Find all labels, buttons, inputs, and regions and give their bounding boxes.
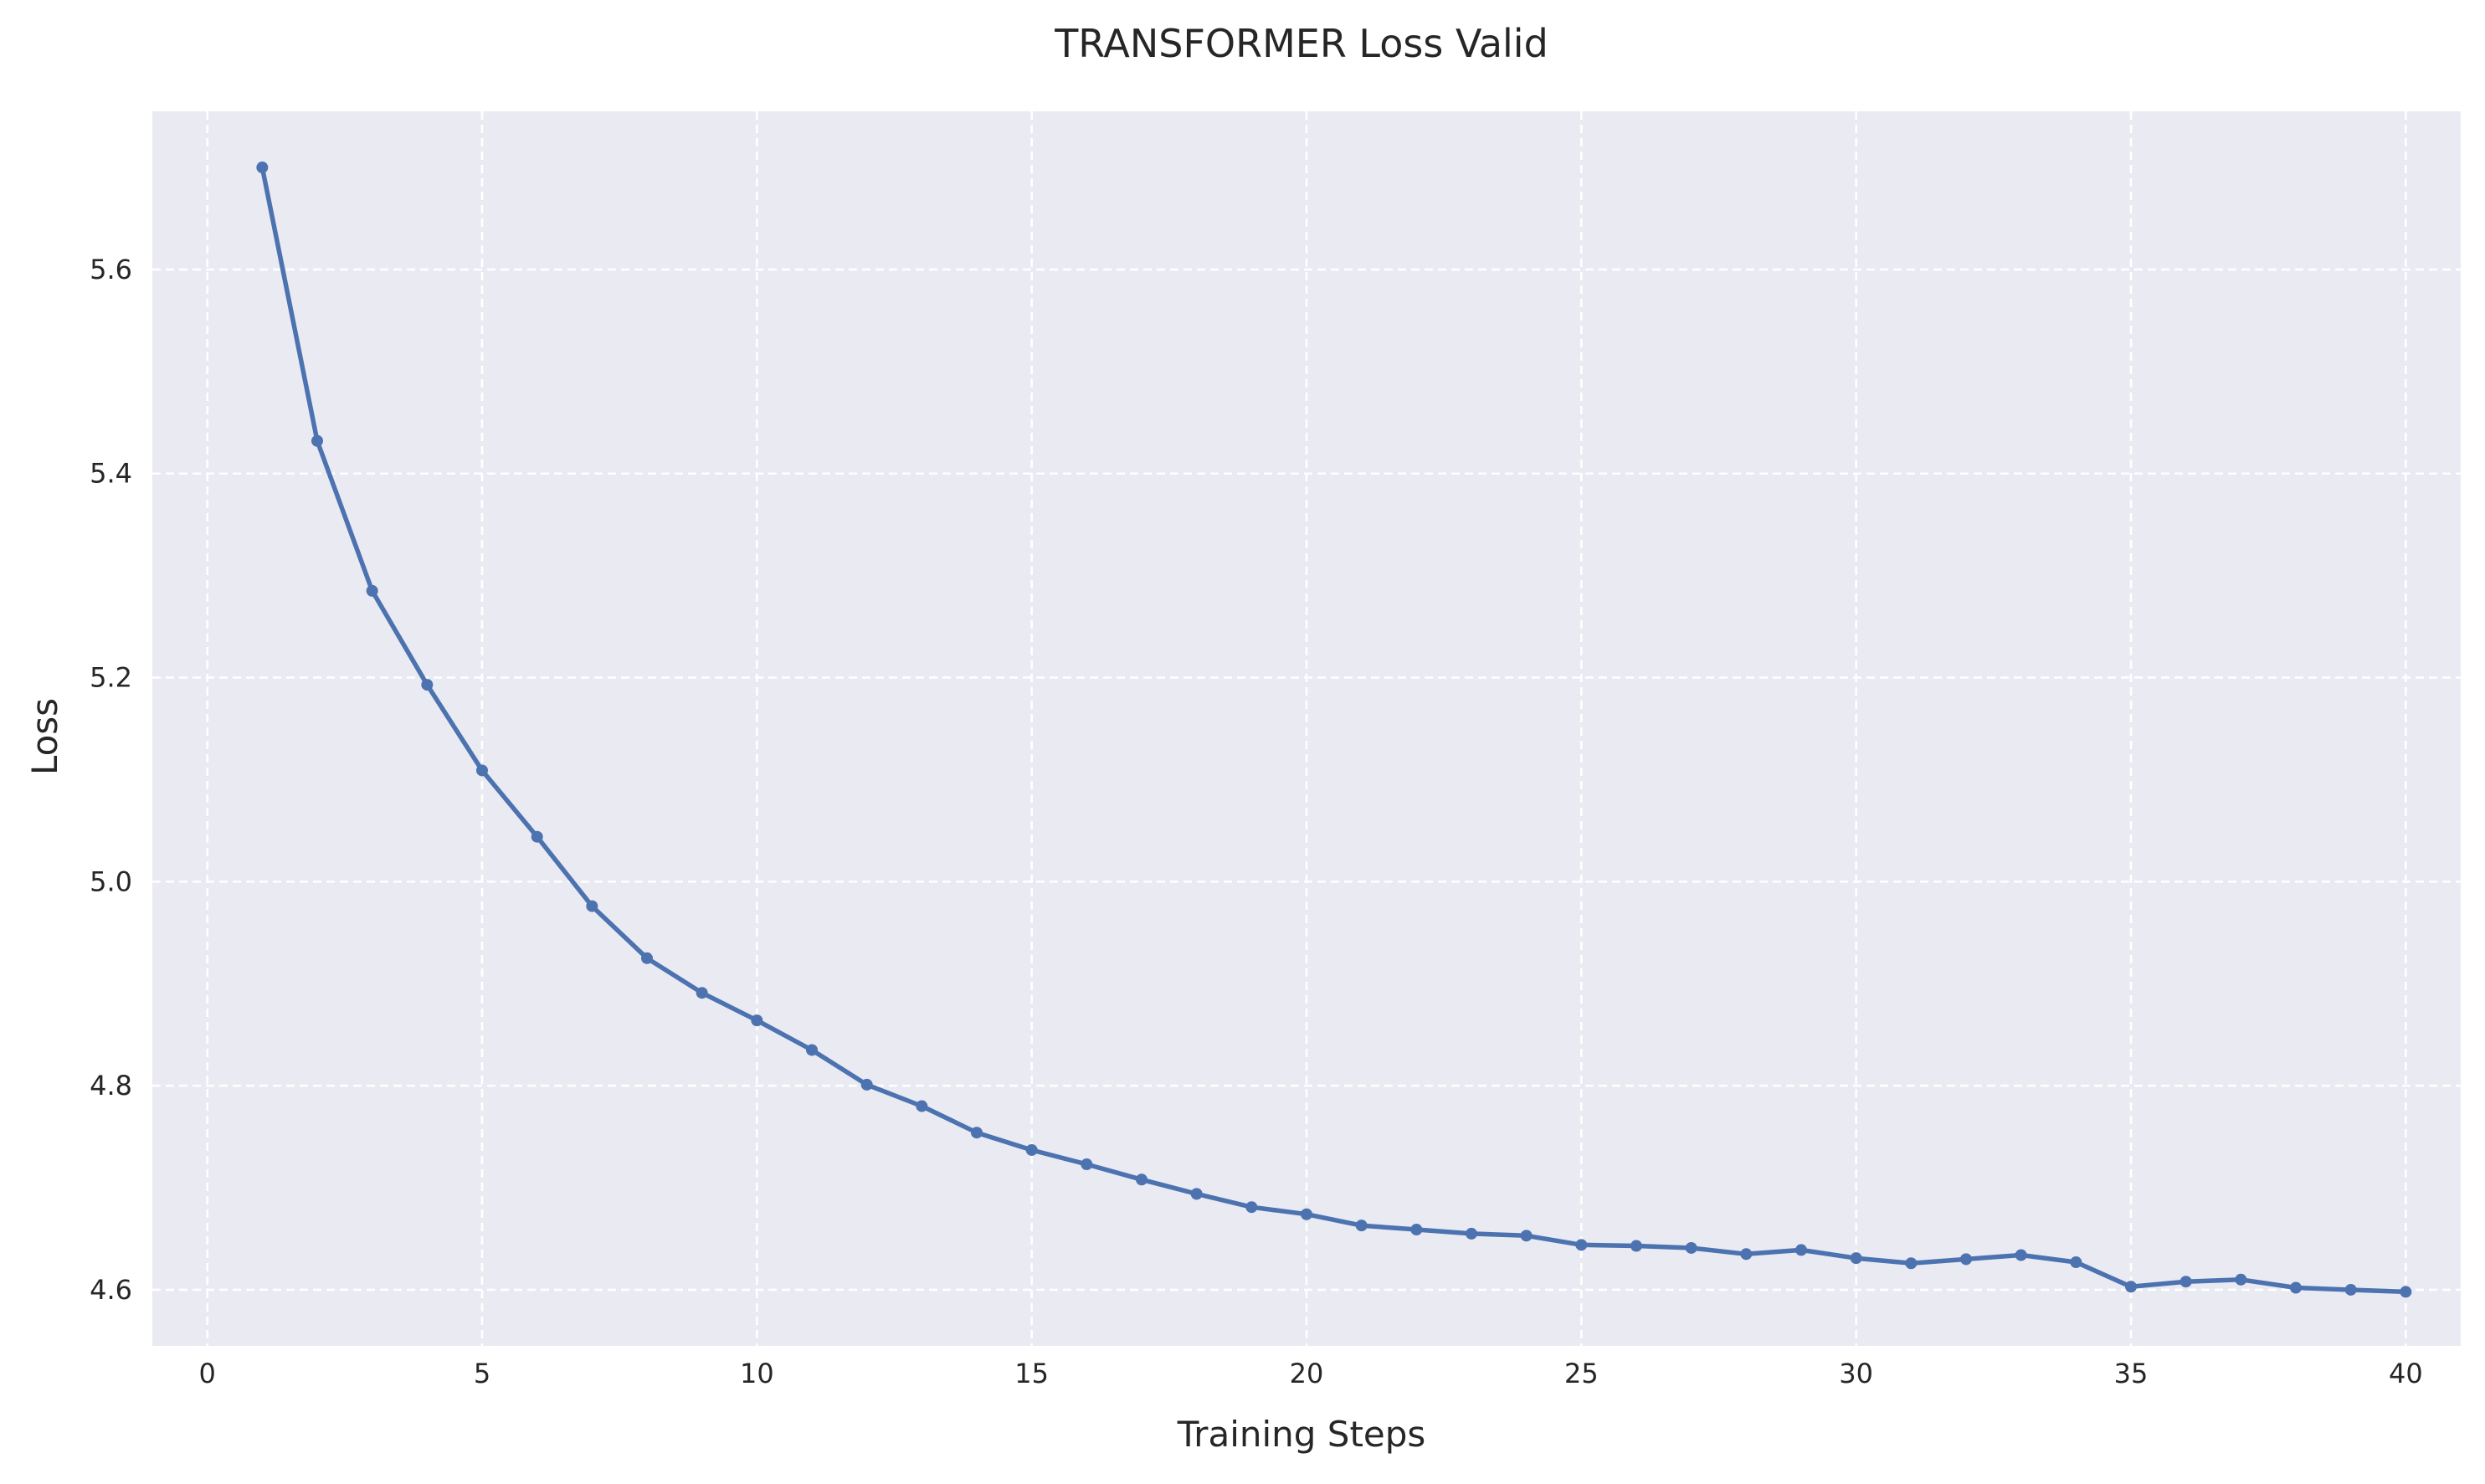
x-tick-label: 30 [1839,1358,1873,1389]
data-point [1960,1253,1972,1266]
x-tick-label: 40 [2389,1358,2423,1389]
data-point [1905,1257,1918,1270]
data-point [1685,1241,1697,1254]
data-point [1245,1201,1258,1214]
data-point [2070,1256,2082,1269]
y-tick-label: 4.8 [90,1070,132,1101]
data-point [2290,1281,2302,1294]
data-point [421,679,434,691]
data-point [1850,1252,1862,1265]
x-tick-label: 25 [1564,1358,1599,1389]
tick-labels: 0 5 10 15 20 25 30 35 40 4.6 4.8 5.0 5.2 5.4 5.6 [90,254,2423,1389]
data-point [1740,1248,1753,1261]
data-point [1466,1227,1477,1240]
x-axis-label: Training Steps [1177,1414,1426,1455]
data-point [531,830,543,843]
x-tick-label: 10 [740,1358,774,1389]
data-point [2344,1283,2357,1296]
x-tick-label: 0 [198,1358,215,1389]
data-point [586,900,598,912]
data-point [641,952,653,964]
data-point [916,1100,928,1112]
chart-title: TRANSFORMER Loss Valid [1054,21,1548,66]
x-tick-label: 35 [2114,1358,2149,1389]
data-point [1575,1239,1588,1251]
data-point [2235,1273,2247,1286]
grid [152,111,2461,1346]
y-tick-label: 5.0 [90,865,132,897]
data-point [256,162,269,174]
data-point [1410,1224,1423,1236]
data-point [311,434,323,447]
data-point [751,1014,763,1027]
data-point [1081,1158,1093,1171]
data-point [860,1078,873,1091]
y-tick-label: 5.4 [90,458,132,490]
data-point [806,1044,818,1056]
y-tick-label: 5.6 [90,254,132,285]
data-point [1520,1230,1533,1242]
data-point [2125,1281,2137,1293]
data-point [1630,1240,1642,1252]
x-tick-label: 5 [474,1358,490,1389]
data-point [2180,1276,2192,1288]
y-tick-label: 4.6 [90,1274,132,1306]
x-tick-label: 20 [1290,1358,1324,1389]
x-tick-label: 15 [1014,1358,1049,1389]
data-point [971,1127,983,1139]
series-layer [256,162,2412,1298]
data-point [2400,1286,2412,1298]
data-point [1301,1208,1312,1220]
data-point [1190,1188,1203,1200]
data-point [696,987,708,999]
y-axis-label: Loss [24,698,65,775]
data-point [1355,1220,1368,1232]
data-point [476,764,488,777]
y-tick-label: 5.2 [90,662,132,694]
data-point [1795,1244,1807,1256]
data-point [1136,1173,1148,1186]
data-point [2015,1249,2027,1261]
data-point [366,584,378,597]
series-line [259,165,2409,1295]
data-point [1025,1143,1038,1156]
